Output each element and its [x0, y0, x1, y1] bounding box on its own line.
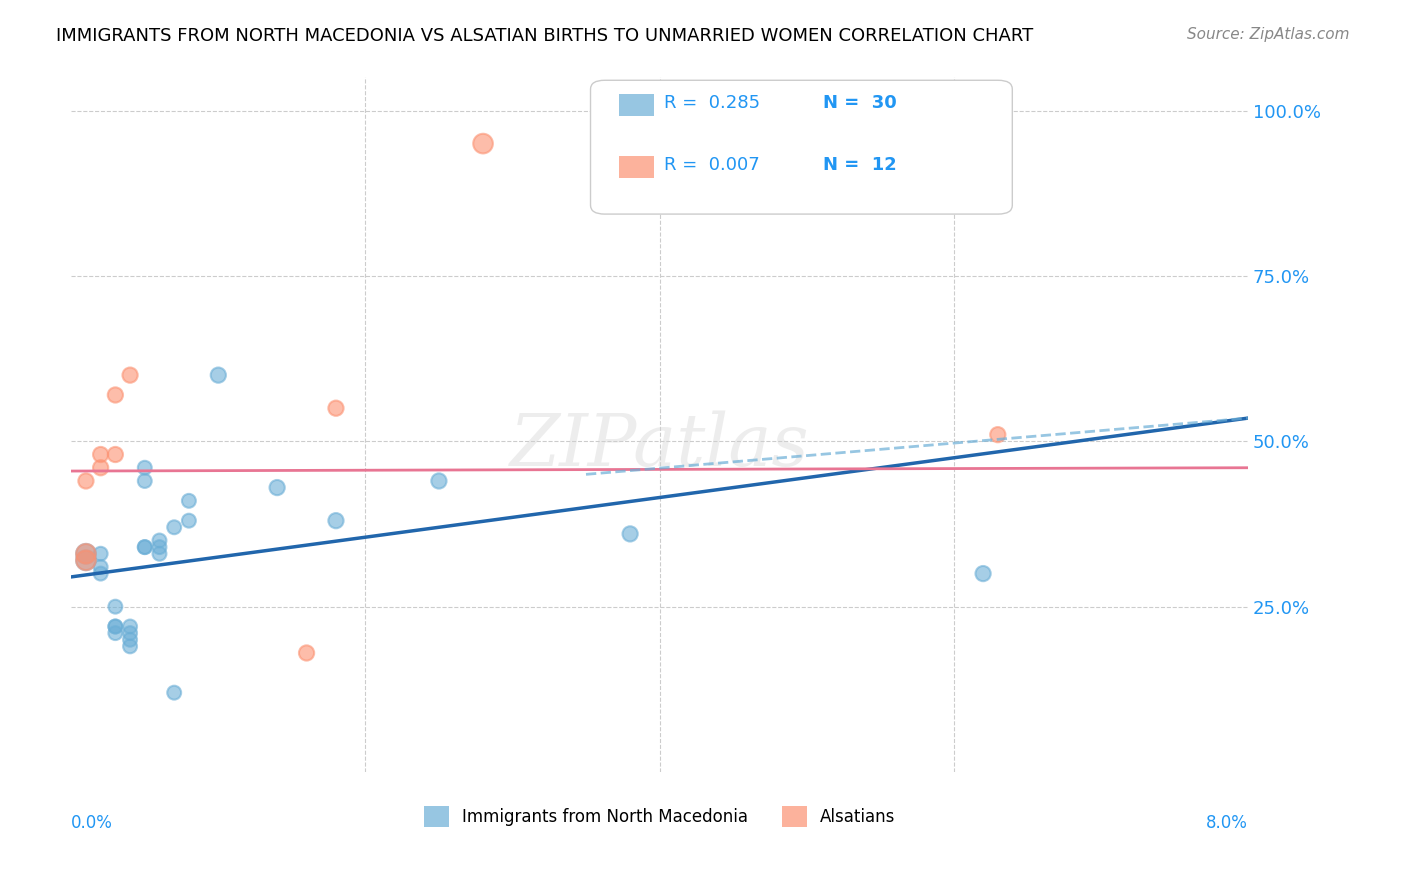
Point — [104, 619, 127, 633]
Point — [134, 540, 156, 554]
Point — [120, 640, 142, 654]
Point — [972, 566, 994, 581]
Point — [163, 520, 186, 534]
Point — [120, 626, 142, 640]
Point — [619, 527, 641, 541]
Point — [163, 686, 186, 700]
Point — [104, 619, 127, 633]
Point — [104, 599, 127, 614]
Point — [295, 646, 318, 660]
Point — [177, 493, 200, 508]
Text: N =  12: N = 12 — [823, 156, 896, 174]
Point — [120, 632, 142, 647]
Legend: Immigrants from North Macedonia, Alsatians: Immigrants from North Macedonia, Alsatia… — [418, 799, 901, 833]
Point — [75, 547, 97, 561]
Point — [75, 553, 97, 567]
Point — [90, 566, 112, 581]
Point — [472, 136, 495, 151]
Point — [134, 460, 156, 475]
Text: 8.0%: 8.0% — [1206, 814, 1249, 831]
Point — [177, 514, 200, 528]
Text: ZIPatlas: ZIPatlas — [510, 410, 810, 481]
Point — [134, 474, 156, 488]
Text: 0.0%: 0.0% — [72, 814, 112, 831]
Point — [90, 560, 112, 574]
Point — [104, 448, 127, 462]
Point — [120, 368, 142, 383]
Point — [207, 368, 229, 383]
Point — [266, 481, 288, 495]
Point — [75, 474, 97, 488]
Point — [90, 547, 112, 561]
Point — [148, 540, 170, 554]
Point — [104, 388, 127, 402]
Point — [325, 514, 347, 528]
Point — [75, 547, 97, 561]
Point — [427, 474, 450, 488]
Text: IMMIGRANTS FROM NORTH MACEDONIA VS ALSATIAN BIRTHS TO UNMARRIED WOMEN CORRELATIO: IMMIGRANTS FROM NORTH MACEDONIA VS ALSAT… — [56, 27, 1033, 45]
Point — [120, 619, 142, 633]
Point — [987, 427, 1010, 442]
Point — [104, 626, 127, 640]
Point — [90, 460, 112, 475]
Point — [148, 533, 170, 548]
Point — [90, 448, 112, 462]
Text: N =  30: N = 30 — [823, 94, 896, 112]
Text: R =  0.007: R = 0.007 — [664, 156, 759, 174]
Point — [134, 540, 156, 554]
Point — [325, 401, 347, 416]
Point — [75, 553, 97, 567]
Point — [148, 547, 170, 561]
Text: R =  0.285: R = 0.285 — [664, 94, 759, 112]
Text: Source: ZipAtlas.com: Source: ZipAtlas.com — [1187, 27, 1350, 42]
